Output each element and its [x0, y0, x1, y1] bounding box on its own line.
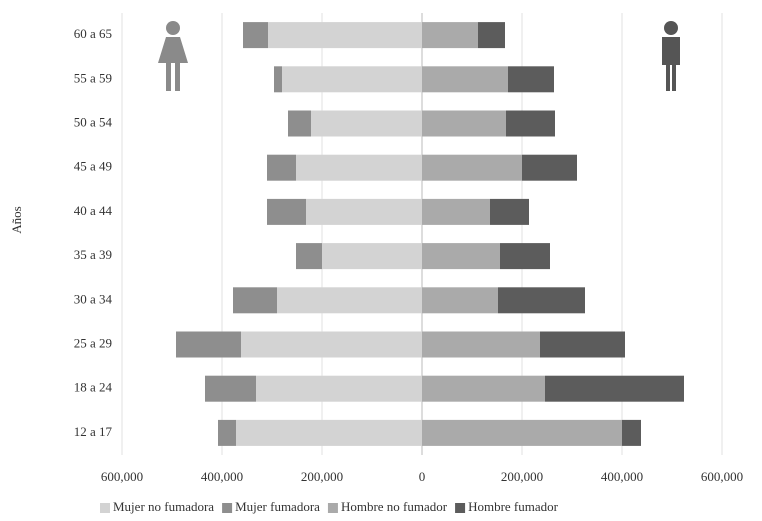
male-icon: [662, 21, 680, 91]
y-axis-label: Años: [9, 206, 24, 233]
bar: [422, 331, 540, 358]
bar: [218, 419, 236, 446]
y-tick-label: 35 a 39: [74, 247, 112, 262]
bar: [176, 331, 241, 358]
bar: [296, 243, 322, 270]
y-tick-label: 60 a 65: [74, 26, 112, 41]
y-tick-label: 18 a 24: [74, 380, 113, 395]
bar: [500, 243, 550, 270]
legend-label: Hombre no fumador: [341, 499, 448, 514]
y-tick-label: 45 a 49: [74, 159, 112, 174]
legend-swatch: [327, 503, 338, 513]
bar: [540, 331, 625, 358]
bar: [267, 198, 306, 225]
y-tick-label: 25 a 29: [74, 335, 112, 350]
y-tick-label: 50 a 54: [74, 114, 113, 129]
bar: [422, 419, 622, 446]
bar: [205, 375, 256, 402]
bar: [422, 110, 506, 137]
bar: [422, 154, 522, 181]
bar: [622, 419, 641, 446]
bar: [282, 66, 422, 93]
bar: [268, 22, 422, 49]
x-tick-label: 400,000: [601, 469, 643, 484]
bar: [236, 419, 422, 446]
bar: [422, 287, 498, 314]
legend-swatch: [455, 503, 466, 513]
y-tick-label: 55 a 59: [74, 70, 112, 85]
bar: [422, 198, 490, 225]
bar: [506, 110, 555, 137]
bar: [256, 375, 422, 402]
legend-label: Mujer fumadora: [235, 499, 320, 514]
x-tick-label: 600,000: [701, 469, 743, 484]
bar: [322, 243, 422, 270]
bar: [490, 198, 529, 225]
bar: [296, 154, 422, 181]
bar: [522, 154, 577, 181]
bar: [311, 110, 422, 137]
female-icon: [158, 21, 188, 91]
bar: [508, 66, 554, 93]
legend-label: Mujer no fumadora: [113, 499, 214, 514]
bar: [498, 287, 585, 314]
legend-swatch: [222, 503, 233, 513]
y-tick-label: 40 a 44: [74, 203, 113, 218]
bar: [422, 243, 500, 270]
bar: [422, 22, 478, 49]
y-tick-label: 12 a 17: [74, 424, 113, 439]
x-tick-label: 600,000: [101, 469, 143, 484]
bar: [277, 287, 422, 314]
x-tick-label: 0: [419, 469, 426, 484]
bar: [306, 198, 422, 225]
bar: [288, 110, 311, 137]
bar: [545, 375, 684, 402]
legend-label: Hombre fumador: [468, 499, 559, 514]
bar: [267, 154, 296, 181]
y-tick-label: 30 a 34: [74, 291, 113, 306]
bar: [274, 66, 282, 93]
legend-swatch: [100, 503, 110, 513]
bar: [422, 375, 545, 402]
x-tick-label: 200,000: [501, 469, 543, 484]
bar: [422, 66, 508, 93]
bar: [243, 22, 268, 49]
bar: [478, 22, 505, 49]
x-tick-label: 200,000: [301, 469, 343, 484]
bar: [241, 331, 422, 358]
x-tick-label: 400,000: [201, 469, 243, 484]
bar: [233, 287, 277, 314]
